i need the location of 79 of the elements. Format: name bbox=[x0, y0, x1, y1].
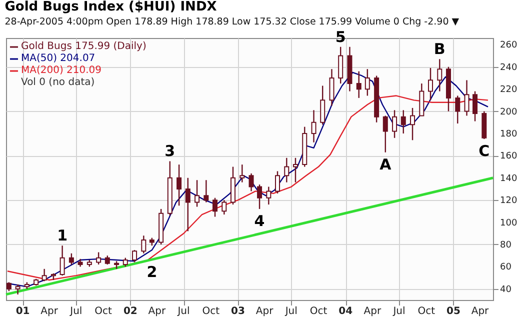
candlestick bbox=[176, 164, 182, 206]
candlestick bbox=[42, 268, 47, 282]
candlestick bbox=[392, 110, 398, 139]
y-tick-label: 140 bbox=[500, 174, 518, 184]
candlestick bbox=[382, 115, 388, 153]
annotation: 3 bbox=[164, 142, 176, 160]
candlestick bbox=[428, 67, 434, 101]
x-tick-label: Jul bbox=[392, 306, 406, 317]
candlestick bbox=[284, 157, 290, 183]
x-tick-label: Apr bbox=[256, 306, 274, 317]
candlestick bbox=[68, 252, 74, 266]
x-tick-label: Jul bbox=[284, 306, 298, 317]
candlestick bbox=[364, 68, 370, 96]
x-tick-label: Jul bbox=[176, 306, 190, 317]
x-tick-label: 05 bbox=[446, 306, 460, 317]
candlestick bbox=[96, 252, 102, 266]
candlestick bbox=[329, 68, 334, 106]
x-tick-label: Apr bbox=[40, 306, 59, 317]
legend-label: MA(50) 204.07 bbox=[21, 53, 96, 64]
x-tick-label: Apr bbox=[148, 306, 166, 317]
candlestick bbox=[60, 245, 65, 276]
y-tick-label: 240 bbox=[500, 62, 518, 73]
y-tick-label: 100 bbox=[500, 218, 518, 228]
candlestick bbox=[141, 235, 146, 254]
x-tick-label: Oct bbox=[202, 306, 220, 317]
candlestick bbox=[311, 110, 316, 143]
candlestick bbox=[472, 90, 478, 122]
candlestick bbox=[275, 170, 280, 194]
candlestick bbox=[194, 180, 200, 208]
candlestick bbox=[464, 80, 470, 116]
y-tick-label: 180 bbox=[500, 129, 518, 140]
x-tick-label: Jul bbox=[69, 306, 82, 317]
candlestick bbox=[292, 157, 298, 183]
x-tick-label: Oct bbox=[418, 306, 436, 317]
candlestick bbox=[15, 284, 20, 296]
candlestick bbox=[240, 164, 245, 183]
x-tick-label: Apr bbox=[364, 306, 382, 317]
x-tick-label: Oct bbox=[94, 306, 112, 317]
x-tick-label: Apr bbox=[471, 306, 490, 317]
y-tick-label: 120 bbox=[500, 196, 518, 206]
candlestick bbox=[437, 58, 442, 92]
y-tick-label: 260 bbox=[500, 40, 518, 51]
x-tick-label: 02 bbox=[123, 306, 138, 317]
candlestick bbox=[204, 180, 209, 203]
chart-title: Gold Bugs Index ($HUI) INDX bbox=[4, 0, 217, 14]
candlestick bbox=[185, 177, 190, 232]
candlestick bbox=[410, 107, 416, 141]
candlestick bbox=[132, 249, 138, 263]
legend-label: MA(200) 210.09 bbox=[21, 65, 102, 76]
y-tick-label: 80 bbox=[500, 240, 512, 250]
y-tick-label: 160 bbox=[500, 152, 518, 162]
candlestick bbox=[266, 186, 272, 206]
y-tick-label: 60 bbox=[500, 262, 512, 273]
legend-label: Gold Bugs 175.99 (Daily) bbox=[21, 41, 146, 52]
x-tick-label: 03 bbox=[231, 306, 245, 317]
candlestick bbox=[320, 85, 326, 126]
y-tick-label: 40 bbox=[500, 284, 512, 295]
candlestick bbox=[248, 172, 254, 192]
annotation: 5 bbox=[335, 28, 346, 46]
annotation: C bbox=[478, 142, 490, 160]
y-tick-label: 220 bbox=[500, 85, 518, 96]
candlestick bbox=[222, 199, 227, 216]
x-tick-label: 04 bbox=[338, 306, 353, 317]
annotation: 1 bbox=[57, 226, 68, 245]
annotation: Vol 0 (no data) bbox=[21, 77, 95, 88]
x-tick-label: 01 bbox=[16, 306, 30, 317]
candlestick bbox=[212, 197, 218, 218]
annotation: B bbox=[434, 40, 446, 58]
chart-subtitle: 28-Apr-2005 4:00pm Open 178.89 High 178.89 Low 175.32 Close 175.99 Volume 0 Chg -2.90 ▼ bbox=[4, 16, 460, 28]
x-tick-label: Oct bbox=[310, 306, 328, 317]
annotation: 2 bbox=[146, 263, 158, 282]
candlestick bbox=[400, 110, 406, 134]
candlestick bbox=[356, 70, 362, 99]
y-tick-label: 200 bbox=[500, 107, 518, 118]
annotation: 4 bbox=[254, 212, 265, 230]
candlestick bbox=[338, 46, 344, 84]
candlestick bbox=[257, 184, 262, 210]
candlestick bbox=[455, 95, 460, 124]
annotation: A bbox=[380, 155, 392, 174]
